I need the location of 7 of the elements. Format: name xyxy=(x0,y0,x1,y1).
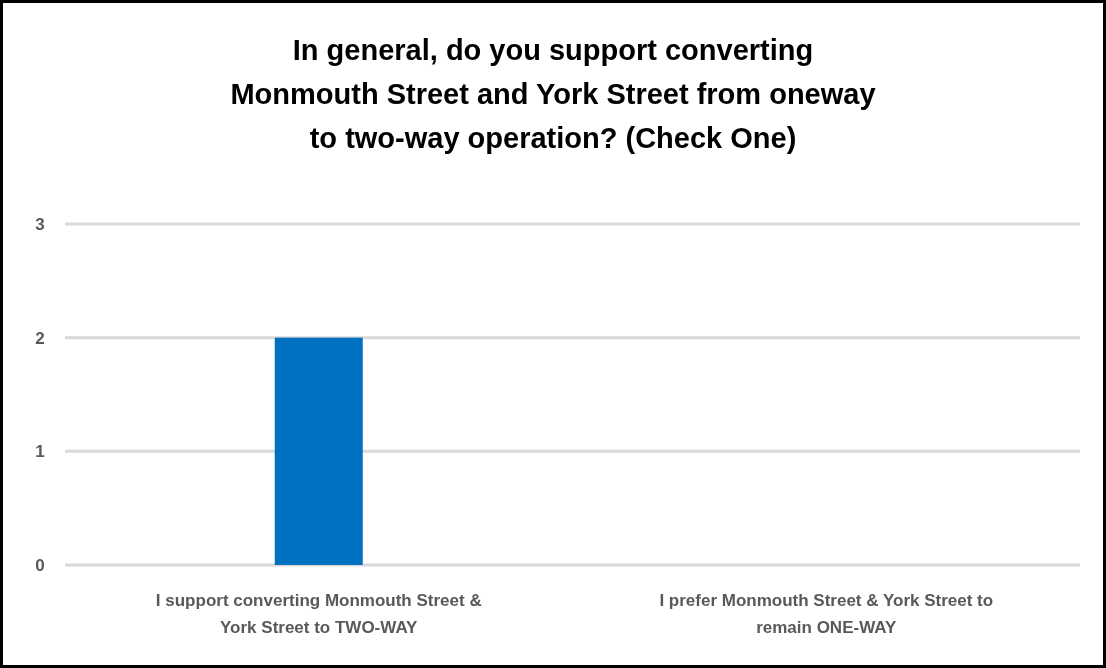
chart-title: In general, do you support converting Monmouth Street and York Street from oneway to two-way operation? (Check One) xyxy=(230,34,876,154)
x-tick-label: I prefer Monmouth Street & York Street to remain ONE-WAY xyxy=(659,591,994,637)
y-tick-label: 3 xyxy=(35,214,45,234)
y-tick-label: 2 xyxy=(35,328,45,348)
y-tick-label: 1 xyxy=(35,442,45,462)
y-tick-label: 0 xyxy=(35,555,45,575)
x-tick-label: I support converting Monmouth Street & York Street to TWO-WAY xyxy=(155,591,482,637)
